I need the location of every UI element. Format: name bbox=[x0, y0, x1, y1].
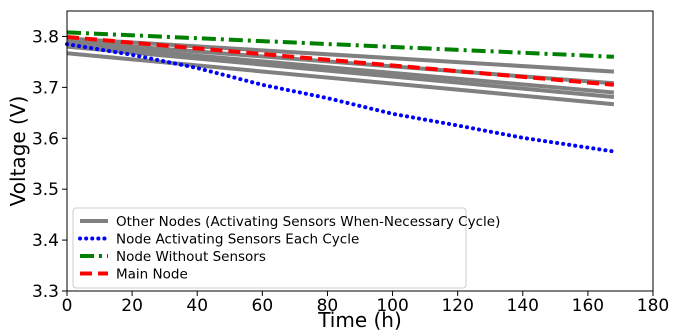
x-tick-label: 180 bbox=[637, 296, 669, 316]
y-tick-label: 3.5 bbox=[32, 180, 59, 200]
x-tick-label: 40 bbox=[186, 296, 208, 316]
x-tick-label: 160 bbox=[572, 296, 604, 316]
y-tick-label: 3.7 bbox=[32, 78, 59, 98]
y-tick-label: 3.3 bbox=[32, 282, 59, 302]
x-tick-label: 60 bbox=[252, 296, 274, 316]
x-axis-label: Time (h) bbox=[317, 308, 402, 331]
series-line-3 bbox=[66, 44, 615, 99]
plot-area-frame bbox=[66, 10, 654, 292]
y-tick-label: 3.6 bbox=[32, 129, 59, 149]
y-tick-label: 3.8 bbox=[32, 27, 59, 47]
x-tick-label: 140 bbox=[507, 296, 539, 316]
y-axis-label: Voltage (V) bbox=[6, 96, 30, 207]
legend-label: Node Without Sensors bbox=[116, 249, 266, 265]
y-tick-label: 3.4 bbox=[32, 231, 59, 251]
x-tick-label: 0 bbox=[62, 296, 73, 316]
plot-lines bbox=[65, 30, 616, 154]
legend-box bbox=[72, 207, 467, 289]
x-tick-label: 100 bbox=[376, 296, 408, 316]
x-tick-label: 80 bbox=[317, 296, 339, 316]
y-axis-ticks: 3.3 3.4 3.5 3.6 3.7 3.8 bbox=[32, 27, 67, 302]
series-line-7 bbox=[66, 35, 615, 87]
series-line-5 bbox=[65, 42, 616, 154]
series-line-6 bbox=[66, 30, 614, 59]
series-line-4 bbox=[66, 51, 615, 107]
legend-label: Other Nodes (Activating Sensors When-Nec… bbox=[116, 214, 500, 230]
legend-label: Main Node bbox=[116, 267, 188, 283]
x-axis-ticks: 0 20 40 60 80 100 120 140 160 180 bbox=[62, 291, 669, 316]
legend: Other Nodes (Activating Sensors When-Nec… bbox=[72, 207, 500, 289]
legend-label: Node Activating Sensors Each Cycle bbox=[116, 232, 359, 248]
series-line-2 bbox=[66, 42, 615, 95]
x-tick-label: 20 bbox=[121, 296, 143, 316]
x-tick-label: 120 bbox=[441, 296, 473, 316]
